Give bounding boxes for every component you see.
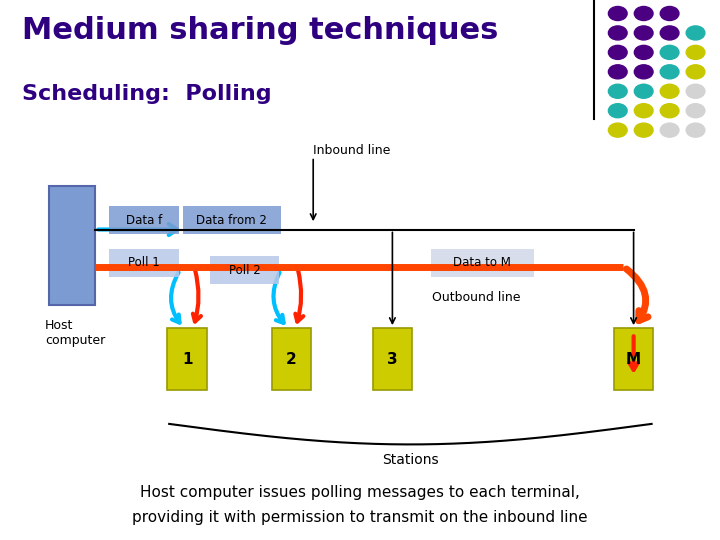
FancyBboxPatch shape <box>109 249 179 277</box>
FancyBboxPatch shape <box>210 256 279 284</box>
Circle shape <box>608 123 627 137</box>
FancyBboxPatch shape <box>614 328 654 390</box>
Circle shape <box>634 26 653 40</box>
Text: Poll 1: Poll 1 <box>128 256 160 269</box>
Text: Data from 2: Data from 2 <box>197 214 267 227</box>
FancyArrowPatch shape <box>171 272 179 322</box>
FancyBboxPatch shape <box>431 249 534 277</box>
Circle shape <box>686 45 705 59</box>
Circle shape <box>686 104 705 118</box>
Text: 2: 2 <box>287 352 297 367</box>
Circle shape <box>660 26 679 40</box>
FancyArrowPatch shape <box>274 273 284 323</box>
FancyBboxPatch shape <box>183 206 281 234</box>
Circle shape <box>686 26 705 40</box>
Circle shape <box>608 26 627 40</box>
Circle shape <box>608 6 627 21</box>
FancyBboxPatch shape <box>109 206 179 234</box>
Text: Data to M: Data to M <box>454 256 511 269</box>
Circle shape <box>608 104 627 118</box>
FancyArrowPatch shape <box>626 269 648 321</box>
Circle shape <box>686 84 705 98</box>
Circle shape <box>686 123 705 137</box>
Circle shape <box>634 6 653 21</box>
Text: M: M <box>626 352 642 367</box>
Circle shape <box>660 65 679 79</box>
Circle shape <box>660 45 679 59</box>
Text: providing it with permission to transmit on the inbound line: providing it with permission to transmit… <box>132 510 588 525</box>
FancyArrowPatch shape <box>193 270 201 321</box>
Text: Data f: Data f <box>126 214 162 227</box>
Text: 3: 3 <box>387 352 397 367</box>
Text: Stations: Stations <box>382 453 438 467</box>
Circle shape <box>634 84 653 98</box>
FancyBboxPatch shape <box>272 328 311 390</box>
Circle shape <box>608 84 627 98</box>
FancyBboxPatch shape <box>373 328 413 390</box>
Circle shape <box>686 65 705 79</box>
Text: Host computer issues polling messages to each terminal,: Host computer issues polling messages to… <box>140 485 580 500</box>
Text: Outbound line: Outbound line <box>432 291 521 303</box>
Text: Poll 2: Poll 2 <box>229 264 261 276</box>
Circle shape <box>660 84 679 98</box>
FancyBboxPatch shape <box>49 186 95 305</box>
Text: Host
computer: Host computer <box>45 319 105 347</box>
Circle shape <box>634 123 653 137</box>
FancyArrowPatch shape <box>98 224 177 235</box>
Circle shape <box>634 104 653 118</box>
Circle shape <box>608 45 627 59</box>
Text: Scheduling:  Polling: Scheduling: Polling <box>22 84 271 104</box>
Text: Inbound line: Inbound line <box>313 144 390 157</box>
Circle shape <box>660 123 679 137</box>
Circle shape <box>608 65 627 79</box>
FancyArrowPatch shape <box>629 336 638 370</box>
FancyArrowPatch shape <box>295 270 303 321</box>
Circle shape <box>634 65 653 79</box>
Text: 1: 1 <box>182 352 192 367</box>
Circle shape <box>660 104 679 118</box>
Circle shape <box>634 45 653 59</box>
FancyBboxPatch shape <box>167 328 207 390</box>
Text: Medium sharing techniques: Medium sharing techniques <box>22 16 498 45</box>
Circle shape <box>660 6 679 21</box>
